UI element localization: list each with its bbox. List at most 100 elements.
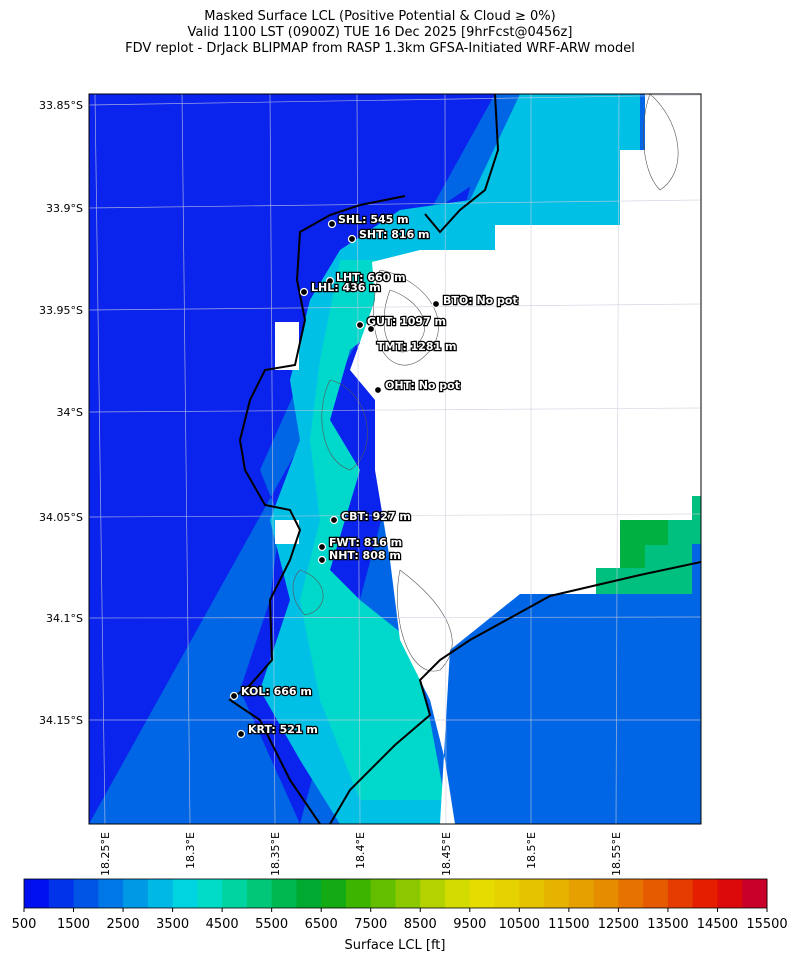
colorbar-tick-label: 6500: [305, 917, 338, 932]
colorbar-segment: [345, 879, 372, 908]
lat-label: 33.85°S: [39, 99, 83, 112]
colorbar-tick-label: 12500: [598, 917, 639, 932]
colorbar-segment: [321, 879, 347, 908]
station-label: KRT: 521 m: [248, 723, 318, 736]
title: Masked Surface LCL (Positive Potential &…: [125, 9, 635, 56]
colorbar-segment: [98, 879, 124, 908]
lon-label: 18.25°E: [99, 832, 112, 876]
lon-label: 18.4°E: [354, 832, 367, 869]
lon-labels: 18.25°E 18.3°E 18.35°E 18.4°E 18.45°E 18.5°E 1…: [99, 832, 623, 876]
colorbar-segment: [519, 879, 545, 908]
colorbar-segment: [544, 879, 570, 908]
station-label: TMT: 1281 m: [377, 340, 457, 353]
colorbar-segment: [420, 879, 446, 908]
terrain-contours: [292, 94, 679, 672]
colorbar-segment: [395, 879, 421, 908]
station-label: BTO: No pot: [443, 294, 518, 307]
colorbar-segment: [73, 879, 99, 908]
lat-labels: 33.85°S 33.9°S 33.95°S 34°S 34.05°S 34.1°S 34.…: [39, 99, 83, 727]
title-line: Masked Surface LCL (Positive Potential &…: [204, 9, 555, 24]
station-label: FWT: 816 m: [329, 536, 402, 549]
field-band: [300, 260, 445, 800]
colorbar-segment: [494, 879, 520, 908]
title-line: FDV replot - DrJack BLIPMAP from RASP 1.…: [125, 41, 635, 56]
colorbar-tick-label: 3500: [156, 917, 189, 932]
station-marker: [327, 219, 337, 229]
colorbar-tick-label: 2500: [107, 917, 140, 932]
colorbar-segment: [445, 879, 471, 908]
colorbar-segment: [593, 879, 619, 908]
colorbar-tick-label: 1500: [57, 917, 90, 932]
lat-label: 34.05°S: [39, 511, 83, 524]
colorbar-segment: [717, 879, 743, 908]
station-marker: [317, 555, 327, 565]
lat-label: 34°S: [57, 406, 83, 419]
colorbar-segment: [271, 879, 297, 908]
colorbar-frame: [23, 878, 768, 909]
colorbar-segment: [197, 879, 223, 908]
station-marker: [317, 542, 327, 552]
station-label: SHL: 545 m: [338, 213, 409, 226]
station-label: GUT: 1097 m: [367, 315, 446, 328]
lon-label: 18.45°E: [440, 832, 453, 876]
station-marker: [355, 320, 365, 330]
colorbar-tick-label: 9500: [453, 917, 486, 932]
colorbar-segment: [568, 879, 595, 908]
coastline: [228, 94, 701, 824]
colorbar-segment: [222, 879, 248, 908]
colorbar-segment: [469, 879, 496, 908]
lat-label: 34.15°S: [39, 714, 83, 727]
masked-land: [350, 94, 701, 824]
station-label: SHT: 816 m: [359, 228, 430, 241]
colorbar-segment: [246, 879, 273, 908]
colorbar-label: Surface LCL [ft]: [345, 938, 446, 953]
lon-label: 18.3°E: [184, 832, 197, 869]
colorbar-segment: [667, 879, 694, 908]
colorbar-tick-label: 10500: [499, 917, 540, 932]
colorbar-segment: [48, 879, 75, 908]
station-marker: [366, 324, 376, 334]
colorbar-segment: [370, 879, 396, 908]
colorbar-tick-label: 500: [12, 917, 37, 932]
lon-label: 18.55°E: [610, 832, 623, 876]
colorbar-segment: [742, 879, 768, 908]
colorbar-tick-label: 7500: [354, 917, 387, 932]
station-label: CBT: 927 m: [341, 510, 411, 523]
title-line: Valid 1100 LST (0900Z) TUE 16 Dec 2025 […: [188, 25, 573, 40]
station-label: LHT: 660 m: [336, 271, 406, 284]
station-marker: [299, 287, 309, 297]
station-label: KOL: 666 m: [241, 685, 312, 698]
field-band: [692, 496, 701, 544]
colorbar-tick-label: 11500: [548, 917, 589, 932]
station-marker: [373, 385, 383, 395]
map-frame: [88, 93, 702, 825]
colorbar: 500 1500 2500 3500 4500 5500 6500 7500 8500 9500 1…: [12, 878, 788, 932]
colorbar-tick-label: 14500: [697, 917, 738, 932]
station-marker: [347, 234, 357, 244]
colorbar-segment: [692, 879, 718, 908]
station-marker: [236, 729, 246, 739]
station-label: LHL: 436 m: [311, 281, 381, 294]
colorbar-segment: [24, 879, 50, 908]
colorbar-tick-label: 15500: [746, 917, 787, 932]
colorbar-segment: [172, 879, 198, 908]
colorbar-tick-label: 8500: [404, 917, 437, 932]
station-marker: [431, 299, 441, 309]
lon-label: 18.5°E: [525, 832, 538, 869]
colorbar-segment: [123, 879, 149, 908]
colorbar-tick-label: 5500: [255, 917, 288, 932]
station-label: OHT: No pot: [385, 379, 460, 392]
field-band: [620, 520, 668, 568]
colorbar-tick-label: 4500: [206, 917, 239, 932]
station-label: NHT: 808 m: [329, 549, 401, 562]
graticule: [89, 94, 701, 824]
colorbar-segment: [643, 879, 669, 908]
station-marker: [229, 691, 239, 701]
lat-label: 34.1°S: [46, 612, 83, 625]
colorbar-segment: [296, 879, 322, 908]
colorbar-segment: [618, 879, 644, 908]
colorbar-tick-label: 13500: [647, 917, 688, 932]
station-marker: [325, 276, 335, 286]
